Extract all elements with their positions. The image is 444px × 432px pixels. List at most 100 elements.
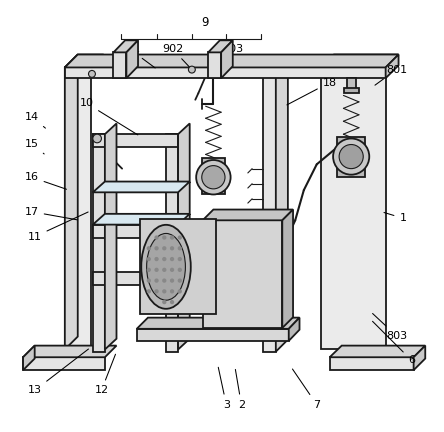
Text: 1: 1 xyxy=(384,213,406,223)
Bar xyxy=(337,137,365,147)
Circle shape xyxy=(178,268,182,272)
Bar xyxy=(337,167,365,177)
Circle shape xyxy=(155,246,159,251)
Circle shape xyxy=(147,257,151,261)
Polygon shape xyxy=(93,272,178,285)
Ellipse shape xyxy=(141,225,191,309)
Polygon shape xyxy=(166,134,178,352)
Polygon shape xyxy=(208,52,221,78)
Circle shape xyxy=(147,289,151,293)
Polygon shape xyxy=(386,54,399,78)
Bar xyxy=(140,219,215,314)
Circle shape xyxy=(155,279,159,283)
Polygon shape xyxy=(137,329,289,341)
Text: 902: 902 xyxy=(162,44,190,67)
Bar xyxy=(347,78,357,90)
Circle shape xyxy=(162,279,166,283)
Polygon shape xyxy=(221,40,233,78)
Polygon shape xyxy=(114,40,138,52)
Circle shape xyxy=(178,257,182,261)
Circle shape xyxy=(202,165,225,189)
Polygon shape xyxy=(65,67,91,349)
Text: 15: 15 xyxy=(25,139,44,154)
Polygon shape xyxy=(114,52,127,78)
Polygon shape xyxy=(65,54,399,67)
Polygon shape xyxy=(23,357,105,370)
Text: 18: 18 xyxy=(287,77,337,105)
Circle shape xyxy=(162,246,166,251)
Circle shape xyxy=(339,145,363,168)
Text: 10: 10 xyxy=(79,98,138,135)
Circle shape xyxy=(162,300,166,304)
Polygon shape xyxy=(329,346,425,357)
Text: 801: 801 xyxy=(375,65,407,85)
Polygon shape xyxy=(93,214,190,225)
Polygon shape xyxy=(93,134,178,147)
Circle shape xyxy=(178,235,182,240)
Text: 2: 2 xyxy=(235,369,245,410)
Circle shape xyxy=(196,160,230,194)
Bar xyxy=(344,88,359,93)
Polygon shape xyxy=(65,54,103,67)
Ellipse shape xyxy=(147,233,186,300)
Polygon shape xyxy=(414,346,425,370)
Text: 901: 901 xyxy=(119,44,155,68)
Text: 17: 17 xyxy=(24,206,77,220)
Circle shape xyxy=(162,257,166,261)
Polygon shape xyxy=(137,318,300,329)
Circle shape xyxy=(155,257,159,261)
Circle shape xyxy=(170,268,174,272)
Text: 7: 7 xyxy=(293,369,320,410)
Circle shape xyxy=(170,246,174,251)
Text: 13: 13 xyxy=(28,349,88,395)
Circle shape xyxy=(170,279,174,283)
Text: 12: 12 xyxy=(95,354,115,395)
Circle shape xyxy=(147,279,151,283)
Circle shape xyxy=(170,300,174,304)
Polygon shape xyxy=(65,54,78,349)
Polygon shape xyxy=(23,346,116,357)
Bar xyxy=(202,184,226,194)
Polygon shape xyxy=(105,124,116,349)
Polygon shape xyxy=(178,124,190,349)
Polygon shape xyxy=(93,181,190,192)
Circle shape xyxy=(147,246,151,251)
Circle shape xyxy=(170,289,174,293)
Polygon shape xyxy=(321,54,399,67)
Circle shape xyxy=(333,139,369,175)
Polygon shape xyxy=(263,55,288,67)
Polygon shape xyxy=(23,346,35,370)
Circle shape xyxy=(170,235,174,240)
Circle shape xyxy=(88,70,95,77)
Text: 803: 803 xyxy=(373,314,407,341)
Circle shape xyxy=(162,289,166,293)
Circle shape xyxy=(147,268,151,272)
Circle shape xyxy=(178,246,182,251)
Circle shape xyxy=(178,279,182,283)
Circle shape xyxy=(155,235,159,240)
Circle shape xyxy=(178,289,182,293)
Text: 14: 14 xyxy=(24,112,45,128)
Polygon shape xyxy=(276,55,288,352)
Polygon shape xyxy=(127,40,138,78)
Polygon shape xyxy=(329,357,414,370)
Text: 903: 903 xyxy=(222,44,243,69)
Polygon shape xyxy=(282,210,293,328)
Polygon shape xyxy=(202,220,282,328)
Circle shape xyxy=(162,268,166,272)
Circle shape xyxy=(162,235,166,240)
Polygon shape xyxy=(202,210,293,220)
Bar xyxy=(202,158,226,168)
Circle shape xyxy=(188,66,195,73)
Circle shape xyxy=(155,268,159,272)
Polygon shape xyxy=(208,40,233,52)
Text: 6: 6 xyxy=(373,321,415,365)
Polygon shape xyxy=(321,67,386,349)
Polygon shape xyxy=(289,318,300,341)
Text: 16: 16 xyxy=(25,172,67,189)
Circle shape xyxy=(93,134,101,143)
Circle shape xyxy=(170,257,174,261)
Circle shape xyxy=(155,289,159,293)
Polygon shape xyxy=(263,67,276,352)
Text: 9: 9 xyxy=(201,16,209,29)
